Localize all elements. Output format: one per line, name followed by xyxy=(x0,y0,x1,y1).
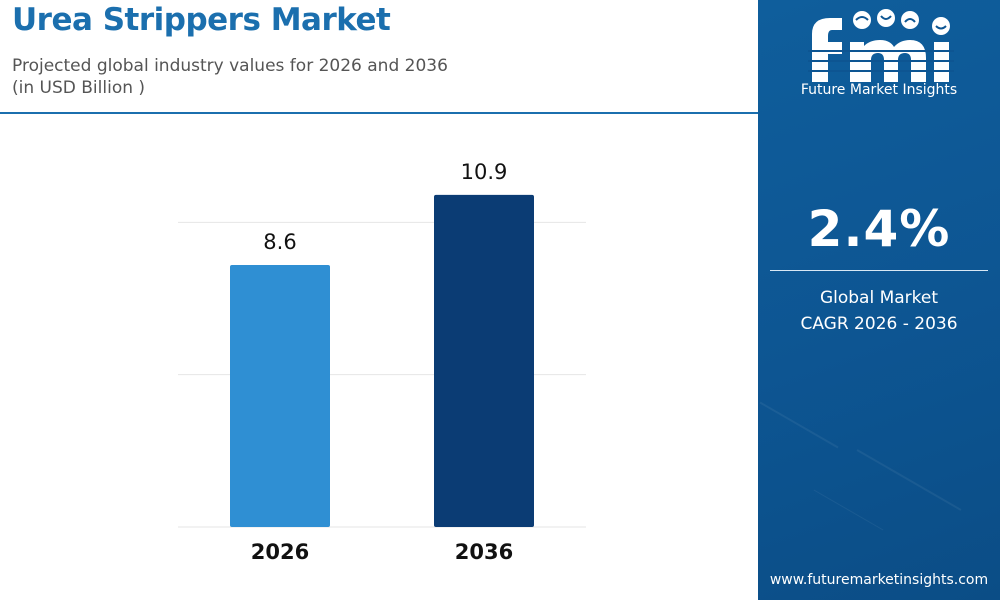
category-label-2026: 2026 xyxy=(251,540,309,564)
cagr-value: 2.4% xyxy=(807,200,951,258)
cagr-label-line1: Global Market xyxy=(819,288,939,308)
chart-panel: Urea Strippers Market Projected global i… xyxy=(0,2,758,564)
bar-2026 xyxy=(230,264,330,527)
website-link[interactable]: www.futuremarketinsights.com xyxy=(769,572,989,588)
chart-unit: (in USD Billion ) xyxy=(12,78,146,98)
bars xyxy=(230,194,534,527)
decorative-streak xyxy=(759,401,839,449)
cagr-divider xyxy=(770,270,988,271)
decorative-streak xyxy=(813,489,884,531)
labels: 8.6 2026 10.9 2036 xyxy=(251,160,513,564)
chart-subtitle: Projected global industry values for 202… xyxy=(12,56,448,76)
page-title: Urea Strippers Market xyxy=(12,2,391,38)
data-label-2026: 8.6 xyxy=(263,230,296,254)
info-sidebar: Future Market Insights 2.4% Global Marke… xyxy=(758,0,1000,600)
decorative-streak xyxy=(856,449,962,511)
data-label-2036: 10.9 xyxy=(461,160,508,184)
cagr-label-line2: CAGR 2026 - 2036 xyxy=(800,314,958,334)
header-divider xyxy=(0,112,758,114)
logo-text: Future Market Insights xyxy=(800,82,958,98)
category-label-2036: 2036 xyxy=(455,540,513,564)
bar-2036 xyxy=(434,194,534,527)
bar-chart: 8.6 2026 10.9 2036 xyxy=(178,160,586,564)
cagr-label: Global Market CAGR 2026 - 2036 xyxy=(758,285,1000,337)
fmi-logo xyxy=(808,9,954,82)
